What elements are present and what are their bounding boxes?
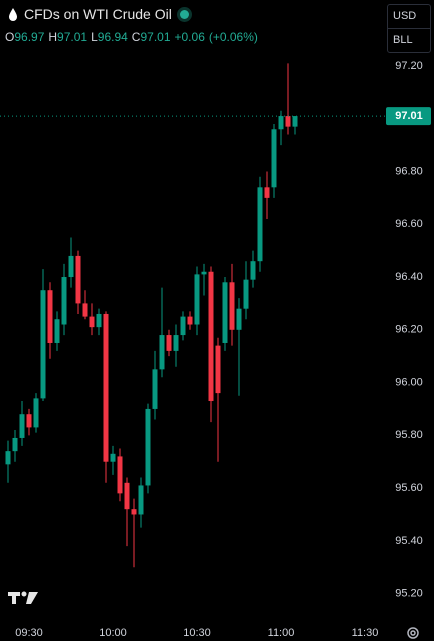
unit-button[interactable]: BLL — [388, 28, 430, 52]
y-tick-label: 96.00 — [395, 376, 423, 388]
candle-body — [110, 453, 116, 462]
candle-body — [180, 316, 186, 336]
ohlc-value: 96.94 — [97, 30, 128, 44]
settings-icon[interactable] — [407, 627, 419, 639]
ohlc-high: H97.01 — [48, 30, 87, 44]
candle-body — [145, 408, 151, 486]
candle-body — [166, 335, 172, 351]
candle-body — [47, 290, 53, 343]
y-tick-label: 95.60 — [395, 482, 423, 494]
last-price-label: 97.01 — [395, 110, 423, 122]
y-tick-label: 96.60 — [395, 218, 423, 230]
candle-body — [82, 303, 88, 317]
ohlc-key: L — [91, 30, 98, 44]
y-tick-label: 97.20 — [395, 60, 423, 72]
candle-body — [264, 187, 270, 198]
ohlc-key: H — [48, 30, 58, 44]
x-tick-label: 09:30 — [15, 627, 43, 639]
candle-body — [152, 369, 158, 409]
ohlc-value: 97.01 — [57, 30, 88, 44]
candle-body — [250, 261, 256, 280]
candle-body — [208, 271, 214, 402]
candle-body — [285, 116, 291, 127]
y-tick-label: 95.40 — [395, 535, 423, 547]
market-status — [179, 9, 189, 19]
logo — [8, 591, 38, 604]
candle-body — [33, 398, 39, 428]
candle-body — [138, 485, 144, 515]
candle-body — [5, 451, 11, 465]
candle-body — [292, 116, 298, 127]
candle-body — [229, 282, 235, 330]
ohlc-value: 96.97 — [14, 30, 45, 44]
change: +0.06 — [174, 30, 205, 44]
x-tick-label: 11:00 — [268, 627, 295, 639]
candle-body — [257, 187, 263, 262]
last-price-badge — [386, 107, 431, 126]
candle-body — [89, 316, 95, 328]
ohlc-close: C97.01 — [132, 30, 171, 44]
ohlc-legend: O96.97 H97.01 L96.94 C97.01 +0.06 (+0.06… — [5, 30, 258, 44]
candle-body — [194, 274, 200, 325]
candle-body — [40, 290, 46, 399]
ohlc-value: 97.01 — [140, 30, 171, 44]
candle-body — [68, 255, 74, 278]
candle-body — [236, 308, 242, 330]
candle-body — [54, 319, 60, 343]
x-tick-label: 10:00 — [99, 627, 127, 639]
candle-body — [12, 437, 18, 452]
candle-body — [222, 282, 228, 343]
ohlc-open: O96.97 — [5, 30, 44, 44]
candle-body — [271, 129, 277, 188]
candle-body — [124, 482, 130, 510]
candle-body — [19, 414, 25, 438]
y-tick-label: 96.40 — [395, 271, 423, 283]
y-tick-label: 96.80 — [395, 165, 423, 177]
candle-body — [117, 456, 123, 494]
candle-body — [278, 116, 284, 130]
candle-body — [103, 313, 109, 462]
x-tick-label: 11:30 — [352, 627, 379, 639]
y-tick-label: 96.20 — [395, 324, 423, 336]
candle-body — [159, 335, 165, 370]
candle-body — [173, 335, 179, 351]
candle-body — [75, 255, 81, 304]
symbol-title: CFDs on WTI Crude Oil — [24, 6, 172, 22]
candle-body — [201, 271, 207, 275]
candle-body — [26, 414, 32, 428]
candle-body — [131, 509, 137, 515]
x-tick-label: 10:30 — [183, 627, 211, 639]
ohlc-low: L96.94 — [91, 30, 128, 44]
symbol-header: CFDs on WTI Crude Oil — [8, 6, 189, 22]
candle-body — [187, 316, 193, 325]
currency-menu: USD BLL — [387, 4, 431, 53]
currency-button[interactable]: USD — [393, 10, 417, 22]
candle-body — [61, 277, 67, 325]
ohlc-key: O — [5, 30, 15, 44]
candle-body — [215, 345, 221, 394]
change-percent: (+0.06%) — [208, 30, 258, 44]
candle-body — [243, 279, 249, 309]
y-tick-label: 95.80 — [395, 429, 423, 441]
ohlc-key: C — [131, 30, 141, 44]
symbol-icon — [9, 8, 17, 21]
candle-body — [96, 313, 102, 328]
y-tick-label: 95.20 — [395, 588, 423, 600]
